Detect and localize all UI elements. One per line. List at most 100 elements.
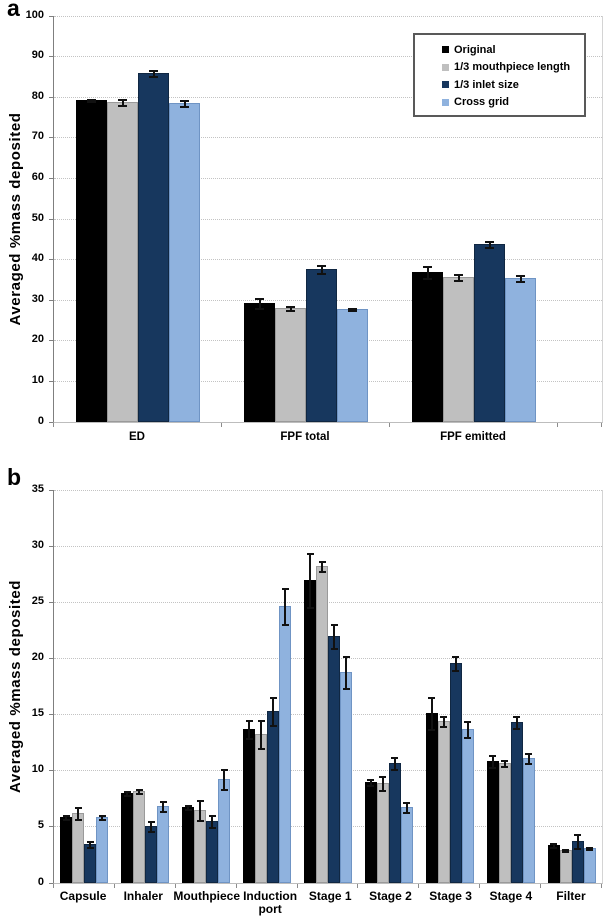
y-tick-label: 50 bbox=[31, 212, 44, 224]
error-bar bbox=[330, 624, 338, 650]
gridline bbox=[54, 602, 602, 603]
error-bar bbox=[586, 847, 594, 851]
bar-cross-grid bbox=[279, 588, 292, 883]
category-label: Capsule bbox=[59, 889, 107, 903]
error-bar-line bbox=[187, 807, 190, 809]
gridline bbox=[54, 490, 602, 491]
y-tick-mark bbox=[49, 56, 53, 57]
error-bar bbox=[452, 656, 460, 672]
error-bar bbox=[74, 807, 82, 821]
error-bar bbox=[257, 720, 265, 750]
category-label: ED bbox=[129, 431, 145, 443]
error-bar-line bbox=[454, 658, 457, 670]
error-bar-line bbox=[65, 817, 68, 819]
panel-b-label: b bbox=[7, 464, 22, 490]
bar-group bbox=[54, 490, 115, 883]
bar-1-3-inlet-size bbox=[571, 834, 584, 883]
bar-cross-grid bbox=[461, 721, 474, 883]
bar-cross-grid bbox=[505, 275, 536, 422]
error-bar bbox=[464, 721, 472, 739]
bar-original bbox=[486, 755, 499, 883]
error-bar bbox=[255, 298, 264, 310]
y-tick-mark bbox=[49, 883, 53, 884]
error-bar-line bbox=[393, 759, 396, 769]
bar-1-3-inlet-size bbox=[84, 841, 97, 883]
bar-cross-grid bbox=[400, 802, 413, 883]
error-bar bbox=[550, 843, 558, 849]
bar-group bbox=[298, 490, 359, 883]
error-bar-line bbox=[457, 276, 460, 280]
legend-item: 1/3 inlet size bbox=[442, 76, 582, 94]
error-bar bbox=[489, 755, 497, 769]
x-tick-mark bbox=[53, 884, 54, 888]
error-bar bbox=[62, 815, 70, 821]
bar-original bbox=[425, 697, 438, 883]
y-tick-label: 0 bbox=[37, 415, 44, 427]
error-bar-line bbox=[309, 555, 311, 607]
error-bar bbox=[428, 697, 436, 731]
bar-1-3-inlet-size bbox=[388, 757, 401, 883]
error-bar bbox=[516, 275, 525, 283]
error-bar bbox=[423, 266, 432, 280]
error-bar-line bbox=[289, 308, 292, 310]
error-bar-line bbox=[183, 102, 186, 106]
bar-original bbox=[121, 791, 134, 883]
error-bar bbox=[86, 841, 94, 849]
bar-1-3-mouthpiece-length bbox=[316, 561, 328, 883]
bar-cross-grid bbox=[169, 100, 200, 422]
error-bar-line bbox=[430, 699, 433, 729]
bar-group bbox=[54, 16, 222, 422]
error-bar bbox=[501, 760, 509, 768]
error-bar bbox=[513, 716, 521, 730]
x-tick-mark bbox=[557, 423, 558, 427]
legend-item-label: 1/3 inlet size bbox=[454, 78, 519, 91]
bar-original bbox=[244, 298, 275, 422]
error-bar bbox=[440, 716, 448, 728]
error-bar-line bbox=[199, 802, 202, 820]
bar-1-3-inlet-size bbox=[145, 821, 158, 883]
y-tick-mark bbox=[49, 259, 53, 260]
plot-area bbox=[53, 490, 603, 884]
error-bar bbox=[159, 801, 167, 813]
error-bar-line bbox=[77, 809, 80, 819]
y-tick-label: 40 bbox=[31, 252, 44, 264]
gridline bbox=[54, 137, 602, 138]
legend-item: 1/3 mouthpiece length bbox=[442, 59, 582, 77]
error-bar bbox=[87, 99, 96, 103]
x-tick-mark bbox=[601, 884, 602, 888]
error-bar-line bbox=[576, 836, 579, 848]
y-tick-mark bbox=[49, 16, 53, 17]
error-bar bbox=[286, 306, 295, 312]
bar-cross-grid bbox=[157, 801, 170, 883]
bar-1-3-inlet-size bbox=[510, 716, 523, 883]
error-bar bbox=[525, 753, 533, 765]
y-tick-mark bbox=[49, 178, 53, 179]
legend-marker-icon bbox=[442, 63, 449, 71]
error-bar bbox=[348, 308, 357, 312]
error-bar bbox=[118, 99, 127, 107]
y-tick-label: 100 bbox=[25, 9, 44, 21]
bar-1-3-inlet-size bbox=[474, 241, 505, 422]
y-tick-mark bbox=[49, 97, 53, 98]
y-tick-label: 5 bbox=[37, 819, 44, 831]
y-tick-mark bbox=[49, 381, 53, 382]
y-tick-mark bbox=[49, 770, 53, 771]
y-tick-label: 20 bbox=[31, 651, 44, 663]
legend-item: Cross grid bbox=[442, 94, 582, 112]
bar-original bbox=[76, 99, 107, 422]
bar-group bbox=[176, 490, 237, 883]
bar-cross-grid bbox=[340, 656, 352, 883]
error-bar-line bbox=[138, 791, 141, 793]
error-bar-line bbox=[223, 771, 226, 789]
bar-1-3-mouthpiece-length bbox=[133, 789, 146, 883]
error-bar bbox=[367, 779, 375, 787]
error-bar bbox=[269, 697, 277, 727]
error-bar-line bbox=[519, 277, 522, 281]
bar-cross-grid bbox=[96, 815, 109, 883]
error-bar-line bbox=[258, 300, 261, 308]
bar-group bbox=[358, 490, 419, 883]
y-tick-mark bbox=[49, 490, 53, 491]
legend: Original 1/3 mouthpiece length 1/3 inlet s… bbox=[413, 33, 586, 117]
error-bar bbox=[147, 821, 155, 833]
x-tick-mark bbox=[357, 884, 358, 888]
